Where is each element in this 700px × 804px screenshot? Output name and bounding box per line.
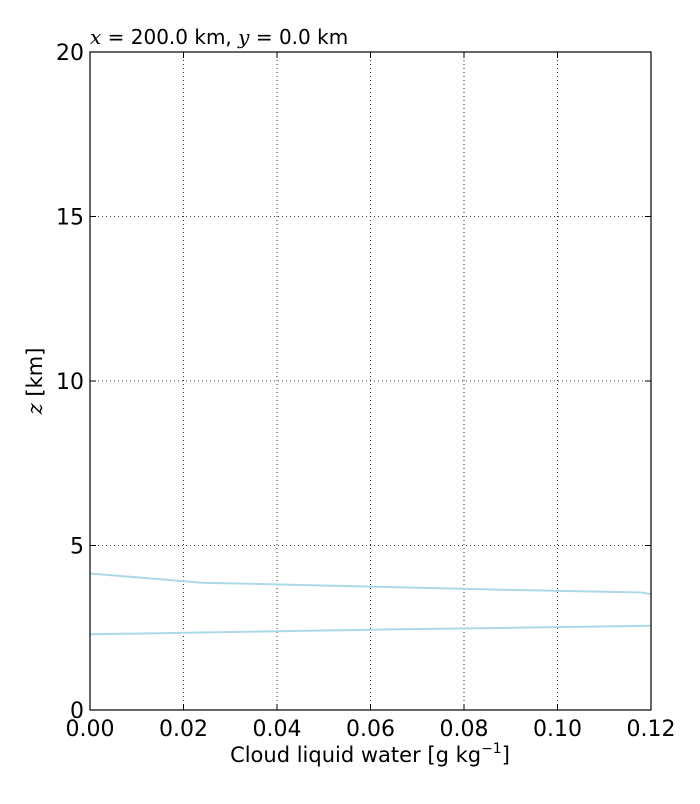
series-line-1 [89, 572, 652, 596]
series-line-2 [89, 624, 652, 636]
x-tick-label: 0.02 [159, 717, 208, 742]
x-axis-label-suffix: ] [502, 743, 510, 767]
y-tick-label: 20 [56, 41, 84, 66]
x-tick-label: 0.06 [346, 717, 395, 742]
y-tick-label: 15 [56, 206, 84, 231]
x-axis-label-text: Cloud liquid water [g kg [230, 743, 481, 767]
x-tick-label: 0.12 [627, 717, 676, 742]
y-axis-label-text: [km] [23, 348, 47, 404]
title-x-symbol: x [90, 25, 101, 49]
series-lines [89, 572, 652, 636]
x-axis-label: Cloud liquid water [g kg−1] [230, 741, 510, 767]
x-tick-label: 0.00 [66, 717, 115, 742]
grid-lines [89, 51, 652, 711]
title-y-symbol: y [237, 25, 250, 49]
y-axis-label-symbol: z [23, 402, 47, 415]
title-x-text: = 200.0 km, [101, 25, 238, 49]
y-tick-label: 0 [70, 699, 84, 724]
axis-ticks: 0.00 0.02 0.04 0.06 0.08 0.10 0.12 0 5 10 15 20 [56, 41, 675, 742]
title-y-text: = 0.0 km [249, 25, 348, 49]
x-axis-label-superscript: −1 [481, 741, 502, 757]
y-axis-label: z [km] [23, 348, 47, 416]
x-tick-label: 0.04 [253, 717, 302, 742]
chart-title: x = 200.0 km, y = 0.0 km [90, 25, 348, 49]
y-tick-label: 5 [70, 535, 84, 560]
y-tick-label: 10 [56, 370, 84, 395]
x-tick-label: 0.10 [533, 717, 582, 742]
x-tick-label: 0.08 [440, 717, 489, 742]
